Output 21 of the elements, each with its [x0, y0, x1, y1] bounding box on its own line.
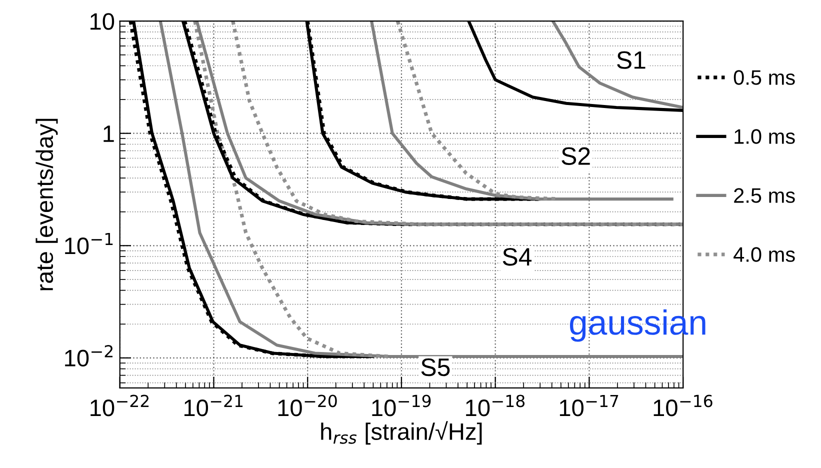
x-tick-label: 10$^{−18}$	[466, 394, 525, 416]
y-tick-label: 1	[104, 126, 114, 142]
legend-label: 0.5 ms	[734, 70, 795, 85]
y-tick-label: 10$^{−1}$	[65, 232, 113, 254]
x-axis-title: h$_{rss}$ [strain/√Hz]	[321, 421, 482, 445]
legend-label: 1.0 ms	[734, 129, 795, 144]
x-tick-label: 10$^{−21}$	[184, 394, 243, 416]
legend-label: 2.5 ms	[734, 188, 795, 203]
y-tick-label: 10	[90, 13, 114, 30]
x-tick-label: 10$^{−22}$	[90, 394, 149, 416]
annotation: S2	[562, 147, 590, 165]
x-tick-label: 10$^{−16}$	[654, 394, 712, 416]
legend-label: 4.0 ms	[734, 247, 795, 262]
y-axis-title: rate [events/day]	[36, 118, 58, 290]
x-tick-label: 10$^{−17}$	[560, 394, 618, 416]
x-tick-label: 10$^{−19}$	[372, 394, 431, 416]
x-tick-label: 10$^{−20}$	[278, 394, 337, 416]
y-tick-label: 10$^{−2}$	[65, 344, 112, 367]
annotation: S4	[502, 248, 532, 266]
annotation: S1	[617, 51, 646, 69]
annotation: S5	[421, 358, 450, 376]
